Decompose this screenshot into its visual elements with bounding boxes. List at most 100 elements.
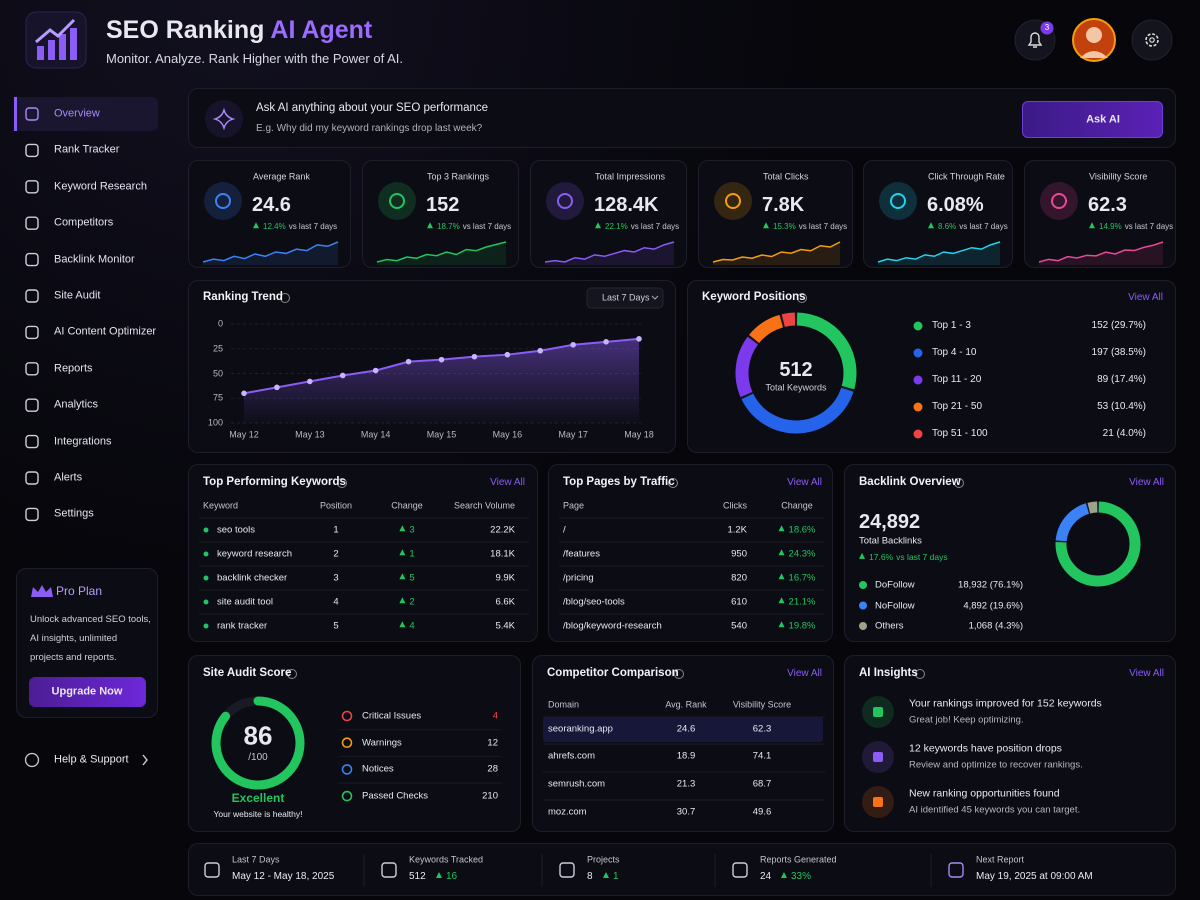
ask-ai-button[interactable]: Ask AI bbox=[1022, 101, 1163, 138]
legend-value: 21 (4.0%) bbox=[1102, 428, 1146, 439]
row-dot bbox=[203, 527, 209, 533]
footer-icon bbox=[204, 862, 220, 878]
panel-graphics bbox=[205, 100, 243, 138]
footer-value: 512 bbox=[409, 871, 426, 882]
kpi-icon bbox=[725, 193, 741, 209]
view-all-link[interactable]: View All bbox=[490, 477, 525, 488]
nav-item[interactable]: Rank Tracker bbox=[54, 143, 120, 156]
nav-item[interactable]: Reports bbox=[54, 362, 93, 375]
table-cell: site audit tool bbox=[217, 596, 273, 608]
view-all-link[interactable]: View All bbox=[1129, 477, 1164, 488]
footer-icon bbox=[559, 862, 575, 878]
table-cell: 1 bbox=[333, 524, 339, 536]
footer-label: Projects bbox=[587, 854, 620, 865]
panel-graphics bbox=[735, 293, 923, 439]
view-all-link[interactable]: View All bbox=[1128, 292, 1163, 303]
range-select bbox=[586, 287, 664, 309]
help-icon bbox=[24, 752, 40, 768]
nav-item[interactable]: Keyword Research bbox=[54, 180, 147, 193]
crown-icon bbox=[31, 585, 53, 597]
kpi-change: 8.6% vs last 7 days bbox=[928, 222, 1008, 232]
view-all-link[interactable]: View All bbox=[787, 477, 822, 488]
x-tick-label: May 13 bbox=[295, 429, 325, 440]
y-tick-label: 50 bbox=[212, 368, 223, 379]
row-dot bbox=[203, 551, 209, 557]
ask-ai-placeholder[interactable]: E.g. Why did my keyword rankings drop la… bbox=[256, 123, 483, 134]
footer-label: Last 7 Days bbox=[232, 854, 280, 865]
nav-item[interactable]: Competitors bbox=[54, 216, 114, 229]
sparkline-area bbox=[377, 242, 506, 265]
donut-segment bbox=[1087, 501, 1098, 514]
trend-point bbox=[471, 353, 478, 360]
kpi-change-note: vs last 7 days bbox=[959, 222, 1008, 232]
legend-swatch bbox=[913, 429, 923, 439]
settings-icon bbox=[1145, 33, 1159, 47]
kpi-change-value: 8.6% bbox=[928, 222, 956, 231]
sparkline-area bbox=[203, 242, 338, 265]
highlight-row bbox=[543, 717, 823, 742]
kpi-label: Average Rank bbox=[253, 171, 310, 182]
trend-point bbox=[372, 367, 379, 374]
kpi-change-note: vs last 7 days bbox=[288, 222, 338, 232]
pro-plan-card: Pro Plan Unlock advanced SEO tools, AI in… bbox=[16, 568, 158, 718]
upgrade-button[interactable]: Upgrade Now bbox=[29, 677, 146, 707]
nav-icon bbox=[25, 216, 39, 230]
chevron bbox=[142, 754, 148, 766]
kpi-icon bbox=[890, 193, 906, 209]
nav-item[interactable]: Alerts bbox=[54, 471, 83, 484]
column-header: Avg. Rank bbox=[665, 699, 707, 710]
column-header: Change bbox=[781, 500, 813, 511]
gauge-arc bbox=[211, 696, 305, 790]
legend-swatch bbox=[859, 622, 867, 630]
table-cell: 2 bbox=[399, 596, 414, 607]
column-header: Visibility Score bbox=[732, 699, 792, 710]
table-cell: 4 bbox=[399, 620, 414, 631]
view-all-link[interactable]: View All bbox=[1129, 668, 1164, 679]
kpi-value: 62.3 bbox=[1088, 194, 1127, 216]
legend-value: 89 (17.4%) bbox=[1097, 374, 1146, 385]
footer-change: 33% bbox=[781, 871, 811, 883]
column-header: Search Volume bbox=[453, 500, 515, 511]
sparkline bbox=[712, 241, 841, 263]
audit-score: 86 bbox=[243, 720, 273, 751]
kpi-label: Total Impressions bbox=[595, 171, 666, 182]
top-pages-panel: Top Pages by Traffic View All Page Clicks Ch… bbox=[548, 464, 833, 642]
trend-point bbox=[339, 372, 346, 379]
nav-item[interactable]: Backlink Monitor bbox=[54, 253, 135, 265]
table-cell: 74.1 bbox=[752, 750, 772, 762]
help-link[interactable]: Help & Support bbox=[54, 753, 129, 766]
kpi-icon-bg bbox=[204, 182, 242, 220]
nav-item[interactable]: Settings bbox=[54, 507, 94, 520]
nav-item[interactable]: Site Audit bbox=[54, 289, 101, 302]
kpi-card: Click Through Rate 6.08% 8.6% vs last 7 day… bbox=[863, 160, 1013, 268]
footer-value: 24 bbox=[760, 871, 772, 882]
kpi-icon-bg bbox=[1040, 182, 1078, 220]
table-cell: 68.7 bbox=[752, 778, 772, 790]
settings-button[interactable] bbox=[1131, 19, 1173, 61]
nav-item[interactable]: Integrations bbox=[54, 435, 112, 447]
kpi-change-value: 12.4% bbox=[253, 222, 286, 231]
info-icon bbox=[915, 669, 925, 679]
kpi-change: 18.7% vs last 7 days bbox=[427, 222, 511, 232]
sparkline bbox=[376, 241, 507, 263]
table-cell: 5 bbox=[333, 620, 339, 632]
kpi-card: Total Clicks 7.8K 15.3% vs last 7 days bbox=[698, 160, 853, 268]
info-icon bbox=[797, 293, 807, 303]
nav-icon bbox=[25, 398, 39, 412]
view-all-link[interactable]: View All bbox=[787, 668, 822, 679]
donut-segment bbox=[1055, 501, 1141, 587]
nav-item[interactable]: AI Content Optimizer bbox=[54, 325, 157, 338]
nav-item[interactable]: Analytics bbox=[54, 398, 99, 411]
column-header: Keyword bbox=[203, 500, 239, 511]
range-label[interactable]: Last 7 Days bbox=[602, 292, 650, 303]
nav-item[interactable]: Overview bbox=[54, 107, 100, 120]
issue-icon bbox=[341, 764, 353, 775]
panel-title: AI Insights bbox=[859, 667, 918, 680]
header-graphics bbox=[25, 11, 1173, 69]
table-cell: 18.1K bbox=[490, 548, 515, 560]
column-header: Position bbox=[319, 500, 353, 511]
donut-center-value: 512 bbox=[779, 359, 813, 381]
sparkline-area bbox=[1039, 242, 1163, 265]
sparkline-area bbox=[713, 242, 840, 265]
chart-title: Ranking Trend bbox=[203, 291, 283, 304]
